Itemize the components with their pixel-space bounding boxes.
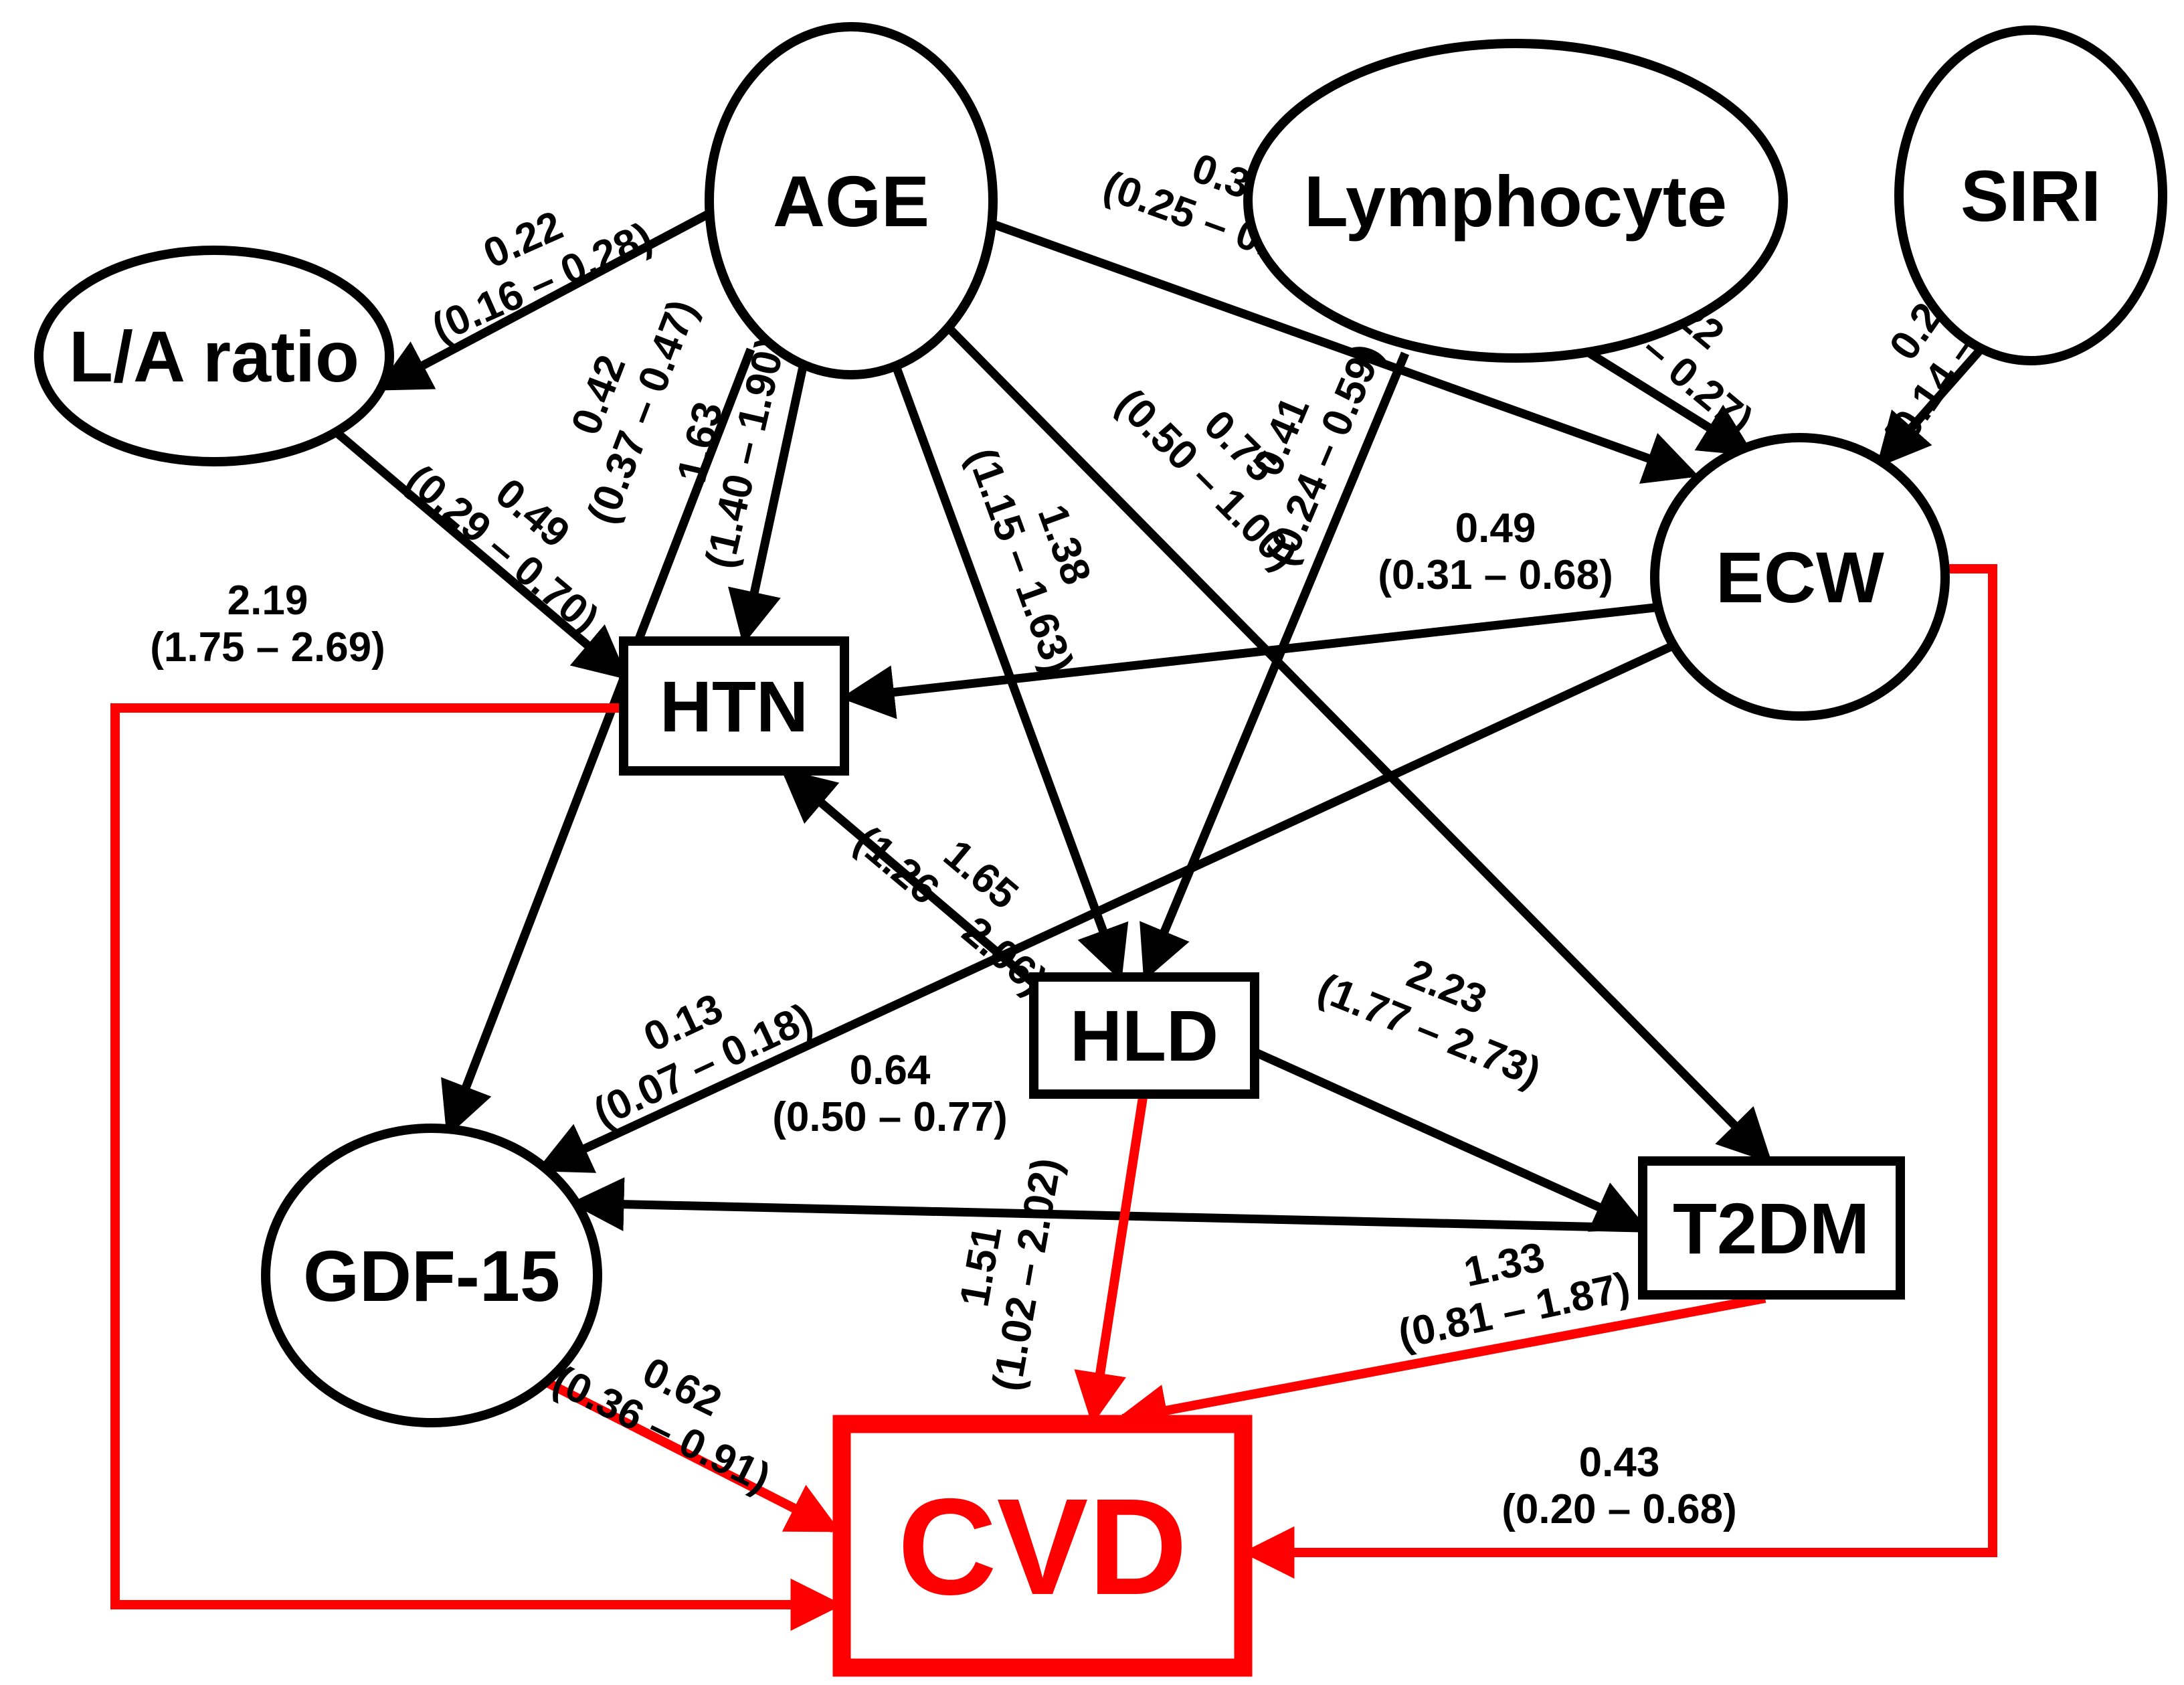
node-t2dm-label: T2DM [1673,1188,1870,1269]
node-lymphocyte-label: Lymphocyte [1304,161,1727,242]
edge-hld-htn: 1.65 (1.26 – 2.06) [780,768,1056,1004]
edge-ecw-htn-label: 0.49 (0.31 – 0.68) [1378,505,1613,598]
edge-t2dm-gdf-label: 0.64 (0.50 – 0.77) [772,1047,1008,1140]
edge-hld-cvd: 1.51 (1.02 – 2.02) [951,1096,1148,1425]
edge-t2dm-cvd-label: 1.33 (0.81 – 1.87) [1394,1234,1634,1358]
nodes-layer: L/A ratio AGE Lymphocyte SIRI ECW GDF-15… [34,22,2167,1677]
node-cvd-label: CVD [898,1470,1188,1623]
node-la-ratio: L/A ratio [34,246,394,466]
edge-age-la-label: 0.22 (0.16 – 0.28) [426,202,659,351]
edge-htn-cvd-label: 2.19 (1.75 – 2.69) [150,578,385,671]
node-gdf15-label: GDF-15 [303,1235,560,1316]
edge-age-hld-label: 1.38 (1.15 – 1.63) [958,442,1099,679]
edge-ecw-cvd: 0.43 (0.20 – 0.68) [1242,564,1997,1579]
node-siri-label: SIRI [1961,155,2101,236]
svg-text:0.43: 0.43 [1579,1439,1660,1486]
node-la-ratio-label: L/A ratio [69,316,359,397]
node-ecw-label: ECW [1716,537,1884,618]
svg-text:(0.50 – 0.77): (0.50 – 0.77) [772,1094,1008,1140]
node-htn: HTN [619,636,849,776]
node-lymphocyte: Lymphocyte [1243,39,1788,363]
svg-text:0.49: 0.49 [1455,505,1536,551]
node-t2dm: T2DM [1638,1156,1905,1300]
svg-text:0.64: 0.64 [850,1047,931,1093]
edge-ecw-cvd-label: 0.43 (0.20 – 0.68) [1502,1439,1737,1532]
node-age-label: AGE [773,161,929,242]
edge-ecw-htn: 0.49 (0.31 – 0.68) [840,505,1655,719]
edge-hld-cvd-label: 1.51 (1.02 – 2.02) [951,1154,1071,1394]
node-ecw: ECW [1650,433,1950,721]
node-age: AGE [705,22,998,379]
node-hld-label: HLD [1070,995,1218,1076]
edge-hld-t2dm-label: 2.23 (1.77 – 2.73) [1311,950,1547,1095]
svg-text:(1.75 – 2.69): (1.75 – 2.69) [150,624,385,671]
svg-text:(0.20 – 0.68): (0.20 – 0.68) [1502,1486,1737,1532]
node-hld: HLD [1029,972,1259,1099]
node-cvd: CVD [832,1415,1253,1677]
edge-age-gdf-label: 0.42 (0.37 – 0.47) [563,294,706,530]
node-htn-label: HTN [660,666,808,747]
edge-htn-cvd: 2.19 (1.75 – 2.69) [110,578,843,1631]
svg-text:(0.29 – 0.70): (0.29 – 0.70) [397,456,608,642]
svg-text:2.19: 2.19 [227,578,308,624]
svg-text:(0.31 – 0.68): (0.31 – 0.68) [1378,552,1613,598]
edge-t2dm-gdf: 0.64 (0.50 – 0.77) [569,1047,1641,1233]
node-siri: SIRI [1894,25,2167,365]
node-gdf15: GDF-15 [261,1124,602,1427]
